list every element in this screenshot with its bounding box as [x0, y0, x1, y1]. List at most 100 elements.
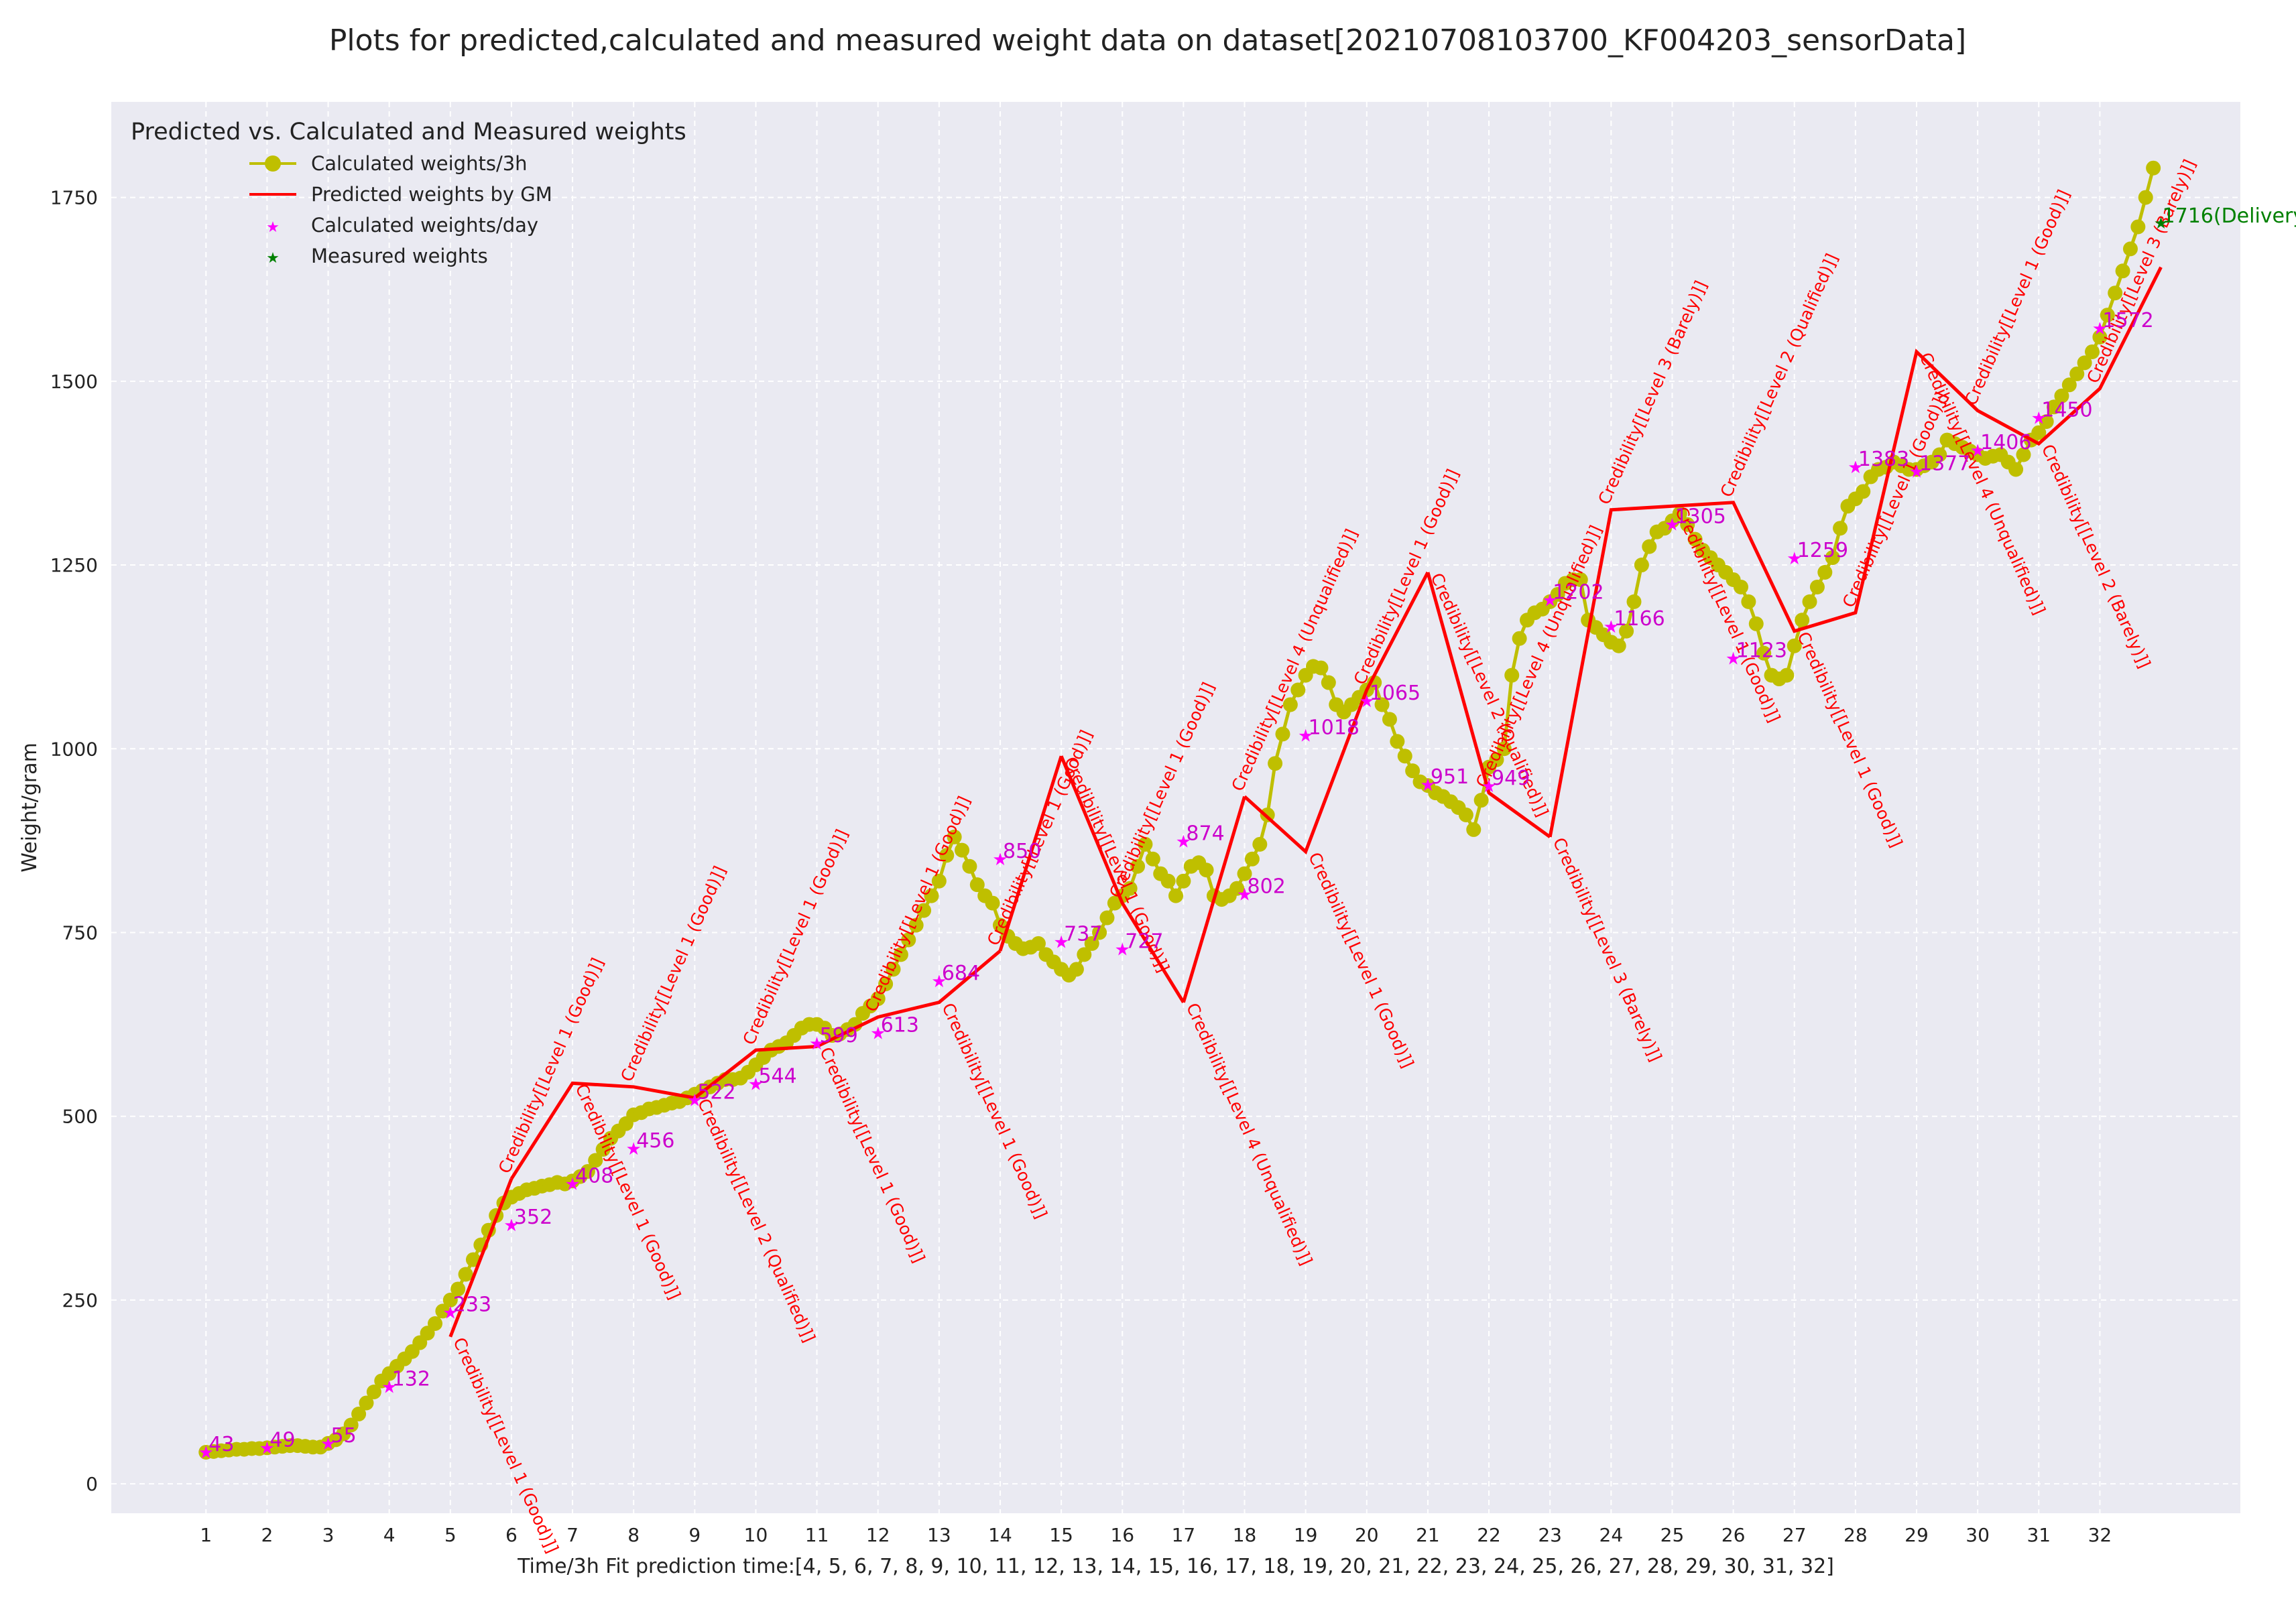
daily-point: ★ — [2031, 409, 2047, 429]
series-measured: ★1716(Delivery) — [2154, 204, 2296, 233]
calculated-3h-point — [924, 888, 939, 903]
calculated-3h-point — [1504, 667, 1520, 683]
calculated-3h-point — [992, 917, 1008, 933]
calculated-3h-point — [1130, 858, 1146, 874]
x-tick-label: 21 — [1416, 1524, 1440, 1546]
daily-point: ★ — [320, 1434, 336, 1454]
calculated-3h-point — [2016, 447, 2031, 462]
calculated-3h-point — [1809, 579, 1825, 594]
series-predicted — [448, 266, 2163, 1338]
calculated-3h-point — [1779, 667, 1795, 683]
calculated-3h-point — [1290, 682, 1306, 698]
calculated-3h-point — [1458, 807, 1473, 822]
daily-label: 599 — [820, 1024, 858, 1047]
predicted-segment — [1548, 266, 2163, 838]
x-tick-label: 4 — [383, 1524, 396, 1546]
predicted-segment — [1426, 572, 1551, 838]
calculated-3h-point — [1473, 793, 1489, 808]
legend: Predicted vs. Calculated and Measured we… — [131, 119, 686, 267]
y-tick-label: 750 — [62, 921, 98, 944]
legend-title: Predicted vs. Calculated and Measured we… — [131, 119, 686, 145]
daily-point: ★ — [1909, 462, 1924, 483]
daily-label: 1450 — [2041, 399, 2092, 422]
daily-point: ★ — [1726, 649, 1741, 669]
measured-point: ★ — [2154, 214, 2169, 233]
daily-point: ★ — [1237, 885, 1252, 905]
calculated-3h-point — [878, 976, 894, 992]
calculated-3h-point — [2039, 414, 2054, 430]
calculated-3h-point — [428, 1316, 443, 1332]
calculated-3h-point — [1077, 947, 1092, 962]
calculated-3h-point — [1145, 851, 1160, 867]
x-tick-label: 9 — [688, 1524, 701, 1546]
daily-point: ★ — [198, 1443, 214, 1463]
y-tick-label: 1500 — [50, 371, 98, 393]
calculated-3h-point — [939, 848, 955, 863]
daily-label: 522 — [697, 1081, 735, 1104]
y-axis-label: Weight/gram — [18, 743, 42, 873]
y-tick-label: 1250 — [50, 554, 98, 576]
calculated-3h-point — [1733, 579, 1748, 594]
daily-label: 49 — [269, 1428, 295, 1452]
x-tick-label: 2 — [261, 1524, 273, 1546]
daily-point: ★ — [1420, 775, 1435, 795]
calculated-3h-point — [1374, 697, 1390, 712]
calculated-3h-point — [1199, 863, 1214, 878]
calculated-3h-point — [2092, 330, 2108, 344]
calculated-3h-point — [2130, 219, 2146, 235]
predicted-segment — [816, 949, 1002, 1048]
calculated-3h-point — [1634, 558, 1649, 573]
calculated-3h-point — [1756, 645, 1772, 661]
x-tick-label: 24 — [1599, 1524, 1624, 1546]
calculated-3h-point — [1489, 752, 1504, 767]
x-axis-label: Time/3h Fit prediction time:[4, 5, 6, 7,… — [517, 1555, 1834, 1578]
x-tick-label: 15 — [1049, 1524, 1073, 1546]
daily-point: ★ — [809, 1034, 825, 1054]
x-tick-label: 25 — [1660, 1524, 1685, 1546]
calculated-3h-point — [1619, 623, 1634, 639]
measured-label: 1716(Delivery) — [2163, 204, 2296, 228]
daily-point: ★ — [1053, 933, 1069, 953]
daily-label: 874 — [1186, 822, 1224, 845]
calculated-3h-point — [2138, 190, 2153, 205]
daily-point: ★ — [931, 972, 947, 992]
calculated-3h-point — [442, 1292, 458, 1307]
daily-label: 802 — [1248, 875, 1286, 898]
calculated-3h-point — [1237, 866, 1252, 881]
daily-point: ★ — [564, 1175, 580, 1195]
calculated-3h-point — [916, 903, 932, 918]
calculated-3h-point — [1122, 881, 1138, 896]
calculated-3h-point — [1252, 836, 1268, 852]
daily-label: 850 — [1003, 840, 1041, 863]
daily-label: 352 — [514, 1206, 552, 1229]
plot-area — [111, 102, 2240, 1513]
calculated-3h-point — [458, 1267, 473, 1282]
x-tick-label: 22 — [1477, 1524, 1501, 1546]
calculated-3h-point — [2115, 263, 2130, 279]
calculated-3h-point — [1672, 506, 1687, 521]
calculated-3h-point — [1817, 565, 1833, 580]
calculated-3h-point — [870, 991, 886, 1007]
calculated-3h-point — [1748, 616, 1764, 631]
calculated-3h-point — [1397, 749, 1412, 764]
x-axis-ticks: 1 2 3 4 5 6 7 8 9 10 11 12 13 14 15 16 17 18 19 20 21 22 23 24 2… — [200, 1524, 2112, 1546]
daily-point: ★ — [1481, 777, 1496, 797]
x-tick-label: 1 — [200, 1524, 212, 1546]
calculated-3h-point — [1680, 517, 1695, 532]
series-calculated-daily: ★43 ★49 ★55★132★233★352★408★456★522 ★544★59… — [198, 309, 2154, 1463]
daily-point: ★ — [748, 1074, 764, 1094]
calculated-3h-point — [1160, 873, 1176, 889]
calculated-3h-point — [1856, 484, 1871, 499]
calculated-3h-point — [588, 1153, 603, 1168]
calculated-3h-point — [1550, 586, 1565, 602]
calculated-3h-point — [1825, 550, 1840, 566]
calculated-3h-point — [1275, 726, 1290, 742]
predicted-segment — [1181, 795, 1246, 1003]
x-tick-label: 17 — [1172, 1524, 1196, 1546]
daily-point: ★ — [626, 1139, 642, 1159]
calculated-3h-point — [1244, 851, 1260, 867]
calculated-3h-point — [343, 1417, 359, 1433]
calculated-3h-point — [1512, 631, 1527, 646]
daily-point: ★ — [992, 850, 1008, 870]
